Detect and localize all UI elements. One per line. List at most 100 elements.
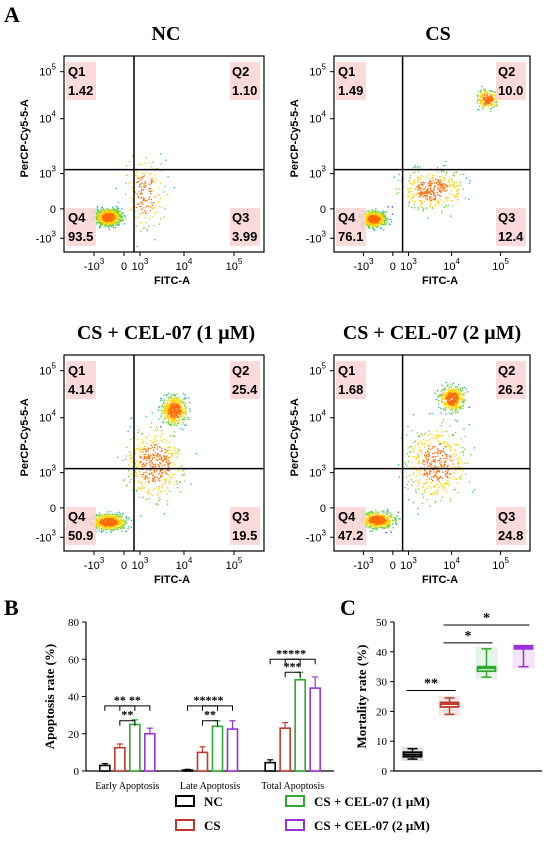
flow-event [150, 199, 152, 201]
flow-event [168, 423, 170, 425]
flow-event [381, 517, 383, 519]
flow-event [136, 171, 138, 173]
flow-event [103, 529, 105, 532]
flow-event [174, 403, 176, 405]
flow-event [445, 160, 447, 163]
flow-event [103, 526, 105, 528]
flow-event [381, 519, 383, 521]
flow-event [429, 186, 431, 188]
flow-event [492, 93, 494, 95]
flow-event [161, 441, 164, 443]
flow-event [114, 516, 116, 518]
flow-event [146, 442, 148, 444]
flow-event [446, 398, 448, 400]
flow-event [114, 528, 117, 531]
flow-event [119, 513, 121, 515]
flow-event [365, 513, 367, 515]
flow-event [174, 416, 177, 418]
flow-event [148, 461, 150, 463]
flow-event [167, 399, 170, 401]
y-tick-label: 0 [320, 204, 326, 216]
quadrant-name: Q1 [68, 363, 85, 378]
flow-event [182, 422, 185, 424]
flow-event [374, 218, 376, 220]
flow-event [169, 407, 171, 409]
flow-event [170, 410, 173, 412]
flow-event [115, 205, 118, 208]
flow-event [172, 421, 174, 423]
flow-event [179, 491, 182, 493]
flow-event [397, 192, 400, 194]
flow-event [387, 520, 389, 522]
flow-event [447, 384, 449, 386]
flow-event [370, 514, 372, 516]
flow-event [374, 527, 376, 529]
flow-event [394, 519, 396, 521]
flow-event [101, 529, 103, 531]
flow-event [98, 526, 100, 528]
flow-event [142, 177, 144, 179]
flow-event [177, 410, 179, 413]
flow-event [163, 418, 165, 420]
flow-event [98, 221, 101, 223]
flow-event [148, 498, 150, 500]
flow-event [139, 474, 141, 476]
flow-event [161, 409, 164, 412]
flow-event [377, 526, 379, 528]
flow-event [162, 404, 164, 406]
flow-event [398, 173, 400, 176]
flow-event [373, 213, 375, 216]
flow-event [440, 176, 442, 178]
flow-event [114, 224, 117, 227]
flow-event [171, 474, 173, 476]
flow-event [119, 525, 121, 528]
flow-event [115, 214, 117, 216]
flow-event [440, 170, 443, 172]
flow-event [152, 477, 154, 479]
flow-event [169, 396, 171, 398]
flow-event [182, 402, 184, 405]
flow-event [451, 409, 454, 411]
flow-event [130, 452, 133, 454]
flow-event [457, 393, 460, 395]
flow-event [157, 487, 160, 489]
flow-event [111, 220, 113, 222]
flow-event [141, 481, 143, 483]
flow-event [380, 216, 382, 218]
flow-event [100, 209, 102, 211]
flow-event [433, 186, 436, 188]
flow-event [490, 104, 493, 107]
flow-event [167, 417, 169, 420]
flow-event [151, 202, 153, 204]
flow-event [371, 220, 373, 222]
flow-event [463, 173, 465, 175]
flow-event [117, 208, 119, 210]
flow-event [109, 220, 112, 223]
flow-event [462, 387, 464, 389]
flow-event [413, 196, 415, 198]
flow-event [140, 201, 142, 203]
flow-event [113, 521, 115, 523]
flow-event [485, 93, 487, 95]
flow-event [437, 194, 439, 196]
flow-event [430, 199, 432, 201]
flow-event [173, 409, 175, 411]
flow-event [492, 90, 494, 92]
flow-event [101, 220, 104, 222]
flow-event [453, 187, 456, 189]
flow-event [168, 462, 170, 464]
flow-event [139, 454, 141, 456]
quadrant-label-bg [336, 62, 366, 100]
flow-event [148, 454, 150, 456]
flow-event [172, 452, 174, 454]
flow-event [375, 524, 377, 526]
flow-event [140, 205, 143, 208]
flow-event [441, 187, 443, 189]
flow-event [374, 515, 376, 518]
flow-event [434, 195, 437, 197]
flow-event [101, 223, 104, 225]
flow-event [116, 210, 118, 212]
flow-event [113, 219, 115, 221]
flow-event [422, 183, 424, 185]
flow-event [178, 421, 180, 423]
